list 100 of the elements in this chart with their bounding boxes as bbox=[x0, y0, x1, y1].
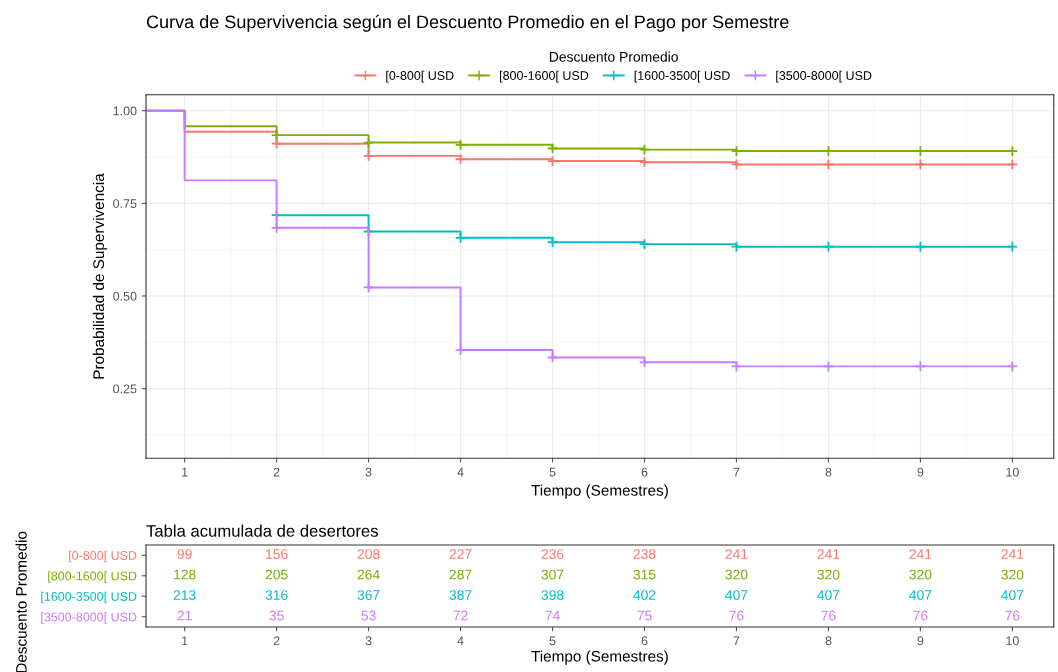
y-tick-label: 1.00 bbox=[113, 106, 137, 116]
legend-label: [800-1600[ USD bbox=[500, 70, 589, 83]
point bbox=[822, 240, 835, 253]
y-tick-label: [3500-8000[ USD bbox=[41, 612, 137, 624]
data-label: 76 bbox=[913, 610, 928, 621]
point bbox=[1006, 158, 1019, 171]
data-label: 75 bbox=[637, 610, 652, 621]
point bbox=[454, 232, 467, 244]
y-tick-label: [1600-3500[ USD bbox=[41, 591, 137, 604]
data-label: 407 bbox=[725, 590, 748, 600]
point bbox=[914, 158, 927, 171]
point bbox=[270, 129, 283, 141]
data-label: 74 bbox=[545, 610, 560, 621]
data-label: 35 bbox=[269, 610, 284, 621]
x-tick-label: 6 bbox=[641, 636, 648, 646]
x-axis-title: Tiempo (Semestres) bbox=[531, 484, 668, 499]
x-tick-label: 9 bbox=[917, 636, 924, 646]
chart-title: Curva de Supervivencia según el Descuento Promedio en el Pago por Semestre bbox=[146, 14, 789, 32]
legend-label: [1600-3500[ USD bbox=[634, 70, 730, 83]
data-label: 387 bbox=[449, 590, 472, 600]
data-label: 208 bbox=[357, 549, 380, 559]
y-axis-title: Probabilidad de Supervivencia bbox=[92, 173, 108, 379]
y-tick-label: [0-800[ USD bbox=[69, 550, 137, 563]
point bbox=[270, 222, 283, 234]
point bbox=[454, 139, 467, 151]
point bbox=[1006, 240, 1019, 253]
point bbox=[638, 143, 651, 156]
data-label: 402 bbox=[633, 590, 656, 600]
y-tick-label: 0.75 bbox=[113, 199, 137, 208]
x-tick-label: 5 bbox=[549, 467, 556, 477]
data-label: 407 bbox=[909, 590, 932, 600]
x-tick-label: 1 bbox=[182, 636, 188, 646]
data-label: 156 bbox=[266, 549, 288, 559]
x-tick-label: 10 bbox=[1006, 467, 1019, 477]
data-label: 72 bbox=[453, 610, 468, 621]
point bbox=[1006, 360, 1019, 373]
legend-title: Descuento Promedio bbox=[549, 51, 678, 62]
data-label: 241 bbox=[725, 549, 748, 559]
data-label: 320 bbox=[817, 569, 840, 580]
data-label: 236 bbox=[541, 549, 564, 559]
data-label: 287 bbox=[449, 569, 472, 580]
data-label: 76 bbox=[821, 610, 836, 621]
x-tick-label: 2 bbox=[273, 636, 280, 646]
x-tick-label: 9 bbox=[917, 467, 924, 477]
x-tick-label: 4 bbox=[457, 467, 464, 477]
data-label: 213 bbox=[173, 590, 196, 600]
data-label: 128 bbox=[174, 569, 196, 580]
chart-title: Tabla acumulada de desertores bbox=[146, 524, 378, 537]
data-label: 398 bbox=[541, 590, 564, 600]
y-tick-label: 0.50 bbox=[113, 291, 137, 301]
data-label: 241 bbox=[817, 549, 840, 559]
x-tick-label: 3 bbox=[365, 467, 372, 477]
data-label: 307 bbox=[541, 569, 564, 580]
x-tick-label: 8 bbox=[825, 636, 832, 646]
point bbox=[730, 158, 743, 171]
data-label: 99 bbox=[177, 549, 192, 559]
point bbox=[638, 156, 651, 168]
data-label: 241 bbox=[909, 549, 932, 559]
data-label: 205 bbox=[265, 569, 288, 580]
y-axis-title: Descuento Promedio bbox=[15, 531, 27, 672]
y-tick-label: 0.25 bbox=[113, 384, 137, 394]
x-tick-label: 7 bbox=[733, 467, 740, 477]
data-label: 407 bbox=[817, 590, 840, 600]
x-tick-label: 6 bbox=[641, 467, 648, 477]
data-label: 21 bbox=[177, 610, 192, 621]
data-label: 407 bbox=[1001, 590, 1024, 600]
data-label: 76 bbox=[1005, 610, 1020, 621]
data-label: 320 bbox=[725, 569, 748, 580]
data-label: 316 bbox=[265, 590, 288, 600]
legend-label: [3500-8000[ USD bbox=[776, 70, 872, 83]
point bbox=[822, 360, 835, 373]
point bbox=[638, 238, 651, 250]
point bbox=[822, 158, 835, 171]
point bbox=[638, 356, 651, 369]
point bbox=[546, 142, 559, 155]
x-axis-title: Tiempo (Semestres) bbox=[531, 650, 668, 665]
x-tick-label: 3 bbox=[365, 636, 372, 646]
point bbox=[362, 150, 375, 162]
data-label: 264 bbox=[357, 569, 380, 580]
legend-label: [0-800[ USD bbox=[386, 70, 454, 83]
x-tick-label: 2 bbox=[273, 467, 280, 477]
x-tick-label: 1 bbox=[182, 467, 188, 477]
point bbox=[546, 351, 559, 364]
data-label: 367 bbox=[357, 590, 380, 600]
x-tick-label: 8 bbox=[825, 467, 832, 477]
data-label: 315 bbox=[633, 569, 656, 580]
x-tick-label: 4 bbox=[457, 636, 464, 646]
x-tick-label: 10 bbox=[1006, 636, 1019, 646]
data-label: 53 bbox=[361, 610, 376, 621]
data-label: 320 bbox=[1001, 569, 1024, 580]
point bbox=[362, 136, 375, 149]
point bbox=[914, 360, 927, 373]
point bbox=[730, 360, 743, 373]
point bbox=[914, 240, 927, 253]
data-label: 238 bbox=[633, 549, 656, 559]
data-label: 320 bbox=[909, 569, 932, 580]
data-label: 227 bbox=[449, 549, 472, 559]
point bbox=[362, 281, 375, 294]
data-label: 241 bbox=[1001, 549, 1024, 559]
x-tick-label: 5 bbox=[549, 636, 556, 646]
